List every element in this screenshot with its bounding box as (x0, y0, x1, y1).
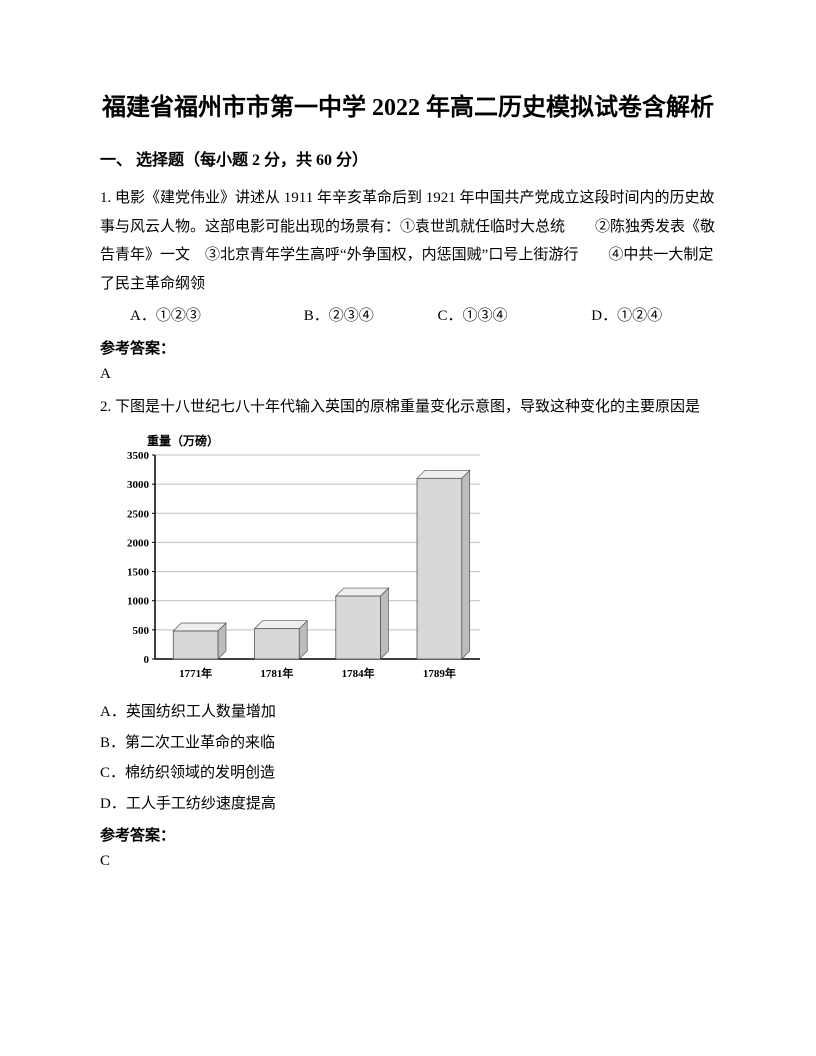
q1-optB: B．②③④ (304, 302, 434, 331)
q1-text: 1. 电影《建党伟业》讲述从 1911 年辛亥革命后到 1921 年中国共产党成… (100, 184, 716, 298)
q2-optB: B．第二次工业革命的来临 (100, 729, 716, 758)
svg-text:1500: 1500 (127, 567, 150, 579)
q1-optA: A．①②③ (130, 302, 300, 331)
q1-answer-label: 参考答案： (100, 337, 716, 358)
cotton-chart: 重量（万磅） 0 500 1000 1500 2000 2500 3000 3500 1771年 1… (100, 427, 716, 692)
page-title: 福建省福州市市第一中学 2022 年高二历史模拟试卷含解析 (100, 90, 716, 126)
svg-text:0: 0 (144, 654, 150, 666)
q1-optC: C．①③④ (438, 302, 588, 331)
section-header: 一、 选择题（每小题 2 分，共 60 分） (100, 146, 716, 170)
q1-answer: A (100, 366, 716, 383)
svg-text:500: 500 (133, 625, 150, 637)
svg-text:3000: 3000 (127, 479, 150, 491)
svg-text:1789年: 1789年 (423, 666, 456, 680)
svg-text:3500: 3500 (127, 450, 150, 462)
svg-text:1781年: 1781年 (260, 666, 293, 680)
q2-optA: A．英国纺织工人数量增加 (100, 698, 716, 727)
svg-text:1784年: 1784年 (342, 666, 375, 680)
q1-options: A．①②③ B．②③④ C．①③④ D．①②④ (100, 302, 716, 331)
q2-answer: C (100, 853, 716, 870)
svg-text:重量（万磅）: 重量（万磅） (147, 433, 219, 448)
q2-answer-label: 参考答案： (100, 824, 716, 845)
svg-text:1771年: 1771年 (179, 666, 212, 680)
q1-optD: D．①②④ (591, 302, 711, 331)
q2-optD: D．工人手工纺纱速度提高 (100, 790, 716, 819)
svg-text:2000: 2000 (127, 537, 150, 549)
q2-optC: C．棉纺织领域的发明创造 (100, 759, 716, 788)
svg-text:1000: 1000 (127, 596, 150, 608)
q2-text: 2. 下图是十八世纪七八十年代输入英国的原棉重量变化示意图，导致这种变化的主要原… (100, 393, 716, 422)
svg-text:2500: 2500 (127, 508, 150, 520)
bar-chart-svg: 重量（万磅） 0 500 1000 1500 2000 2500 3000 3500 1771年 1… (100, 427, 490, 687)
